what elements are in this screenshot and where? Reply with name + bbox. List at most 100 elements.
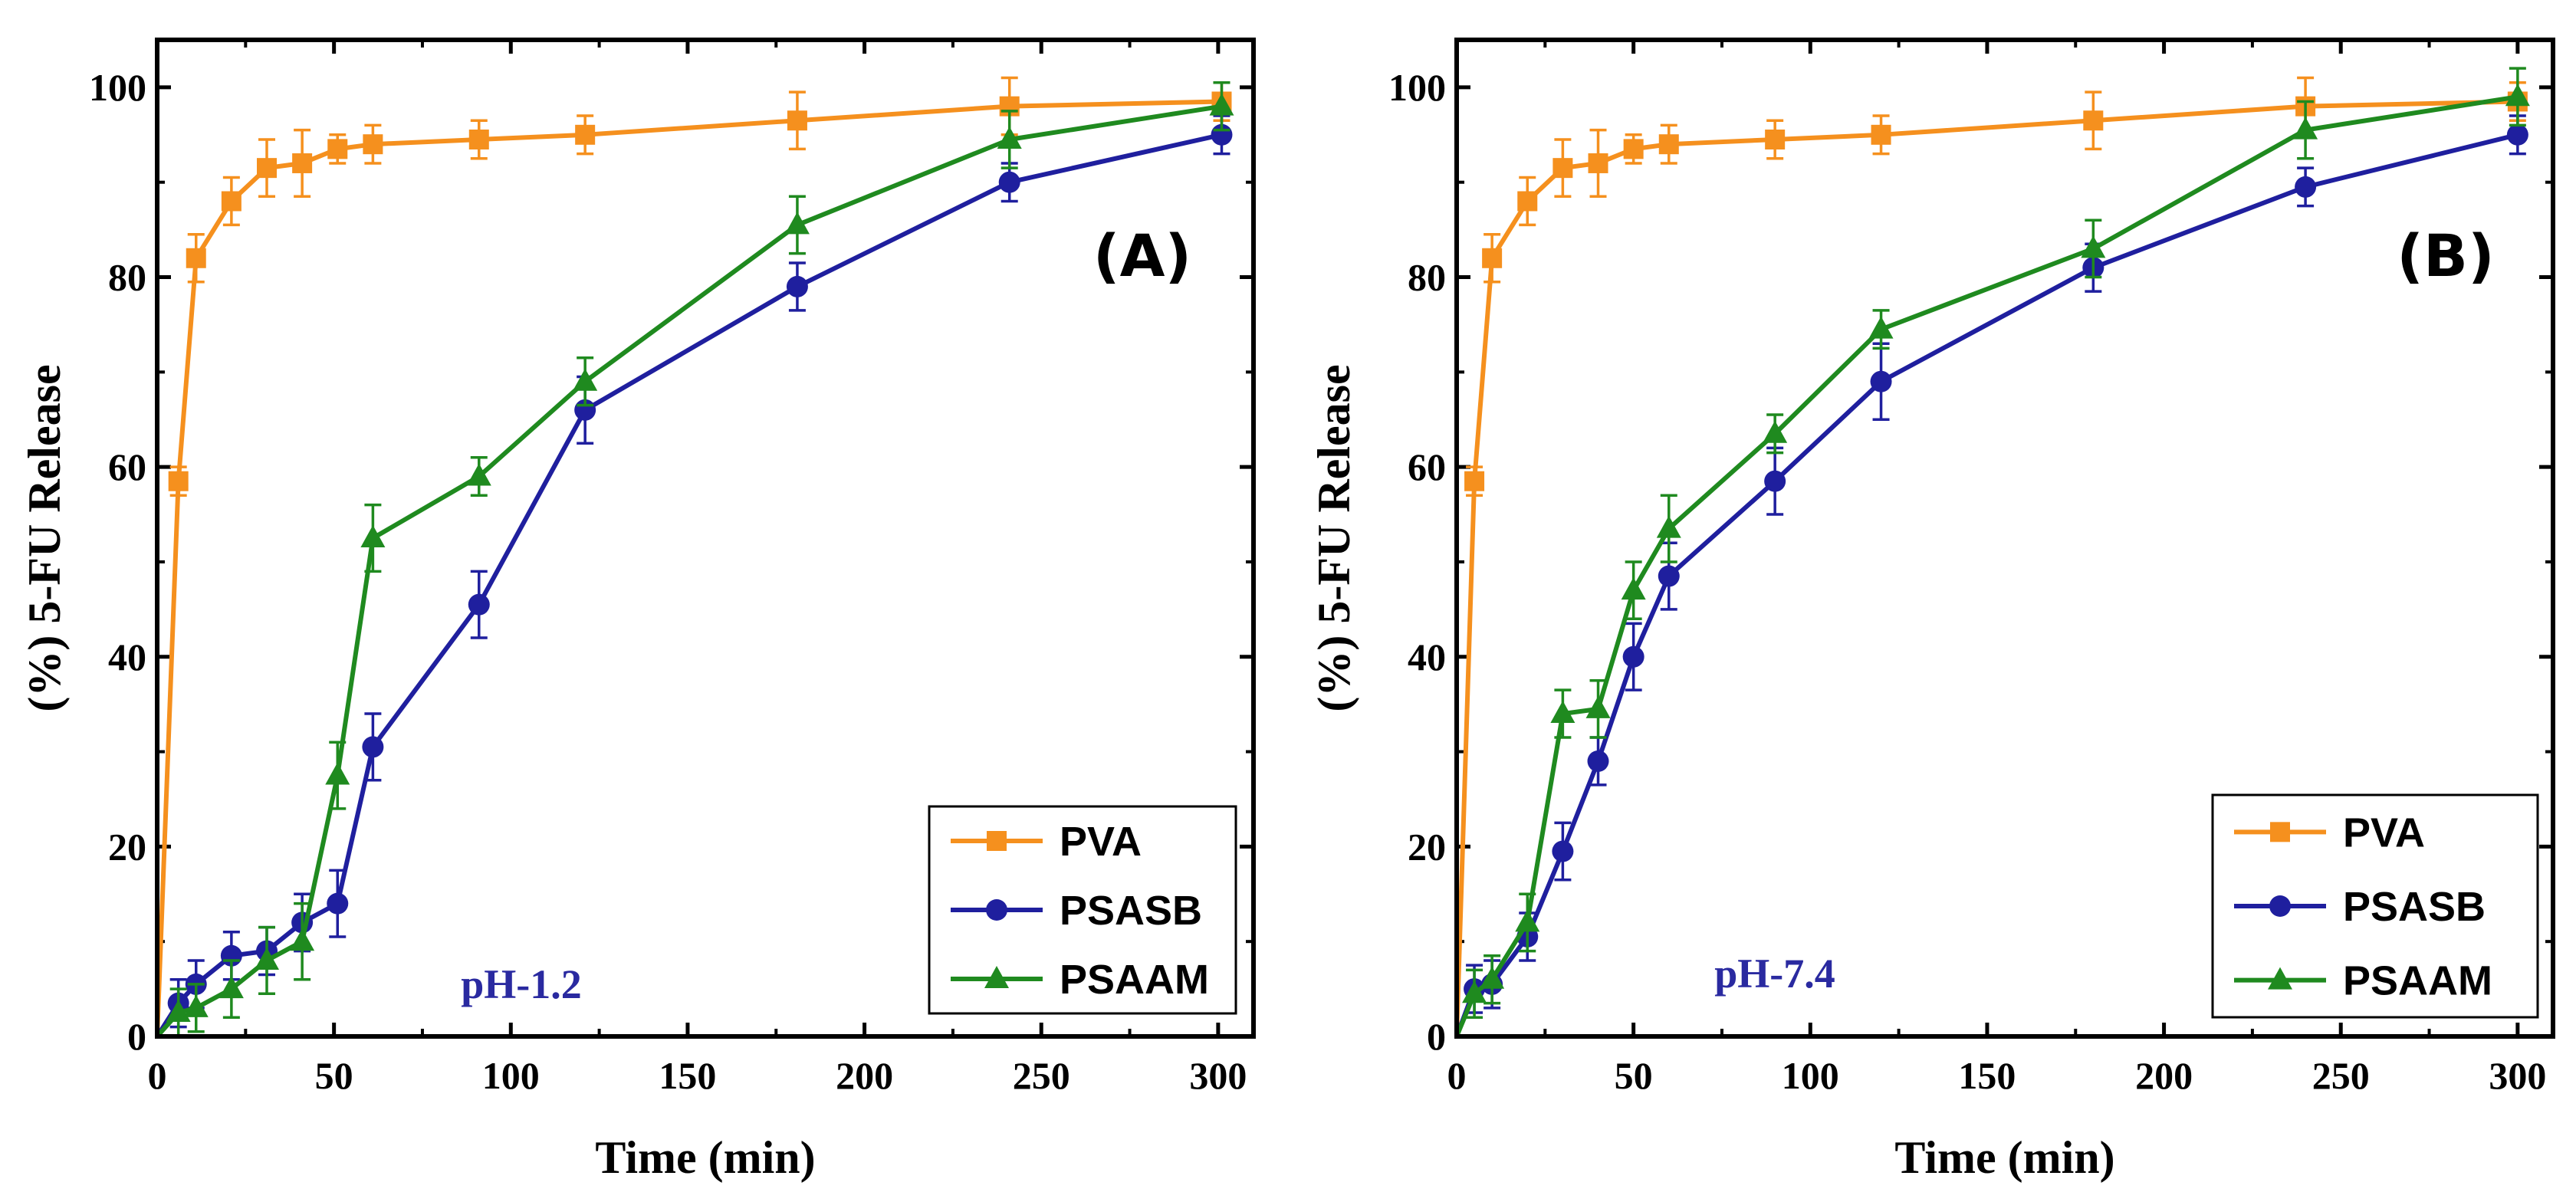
panel-label: (A) xyxy=(1093,222,1191,290)
data-point-pva xyxy=(1517,191,1538,212)
data-point-pva xyxy=(787,110,807,131)
legend-label-psasb: PSASB xyxy=(2343,884,2486,930)
data-point-pva xyxy=(257,158,277,179)
legend-label-psaam: PSAAM xyxy=(1060,957,1209,1003)
data-point-pva xyxy=(575,124,596,145)
data-point-pva xyxy=(168,471,189,491)
data-point-psaam xyxy=(255,947,279,970)
x-tick-label: 250 xyxy=(2312,1054,2370,1097)
data-point-pva xyxy=(2083,110,2104,131)
y-tick-label: 0 xyxy=(127,1015,146,1058)
x-tick-label: 0 xyxy=(148,1054,167,1097)
data-point-psaam xyxy=(1550,701,1576,724)
y-tick-label: 80 xyxy=(1408,256,1446,299)
data-point-psasb xyxy=(786,275,808,297)
y-tick-label: 100 xyxy=(89,66,146,109)
data-point-psaam xyxy=(1656,515,1681,538)
panel-a: 0 50 100 150 200 250 300 0 20 40 60 80 100 Time (min)… xyxy=(19,38,1256,1183)
plot-frame xyxy=(1454,38,2555,1039)
data-point-psasb xyxy=(362,736,384,758)
legend-marker-pva xyxy=(2270,822,2290,842)
legend-label-psaam: PSAAM xyxy=(2343,958,2492,1004)
data-point-psaam xyxy=(183,994,209,1017)
data-point-psasb xyxy=(2506,123,2528,146)
data-point-psaam xyxy=(2081,235,2106,258)
data-point-pva xyxy=(186,248,206,268)
data-point-psaam xyxy=(1209,93,1234,116)
data-point-psaam xyxy=(1480,966,1505,989)
data-point-psaam xyxy=(360,525,386,547)
legend: PVA PSASB PSAAM xyxy=(2211,793,2539,1019)
data-point-pva xyxy=(363,134,383,155)
data-point-psaam xyxy=(1868,316,1894,339)
y-tick-label: 20 xyxy=(1408,825,1446,868)
y-tick-label: 100 xyxy=(1388,66,1446,109)
data-point-pva xyxy=(1658,134,1679,155)
x-tick-label: 250 xyxy=(1013,1054,1070,1097)
legend-marker-pva xyxy=(987,831,1007,851)
data-point-pva xyxy=(327,139,348,159)
data-point-psaam xyxy=(1515,909,1540,932)
y-tick-label: 60 xyxy=(1408,445,1446,488)
series-psaam xyxy=(155,80,1234,1038)
y-tick-label: 20 xyxy=(108,825,146,868)
data-point-psaam xyxy=(1585,695,1611,718)
legend-marker-psaam xyxy=(984,966,1009,988)
data-point-psasb xyxy=(1870,370,1892,392)
y-tick-label: 80 xyxy=(108,256,146,299)
legend-marker-psasb xyxy=(986,899,1007,921)
data-point-psaam xyxy=(2293,117,2318,140)
y-axis-title: (%) 5-FU Release xyxy=(1309,364,1359,711)
data-point-pva xyxy=(1482,248,1503,268)
x-tick-label: 50 xyxy=(1615,1054,1653,1097)
y-tick-label: 40 xyxy=(1408,635,1446,678)
data-point-psaam xyxy=(784,212,810,235)
data-point-pva xyxy=(221,191,242,212)
data-point-pva xyxy=(1765,130,1786,149)
data-point-psaam xyxy=(466,463,491,486)
x-axis-title: Time (min) xyxy=(595,1132,815,1183)
y-tick-label: 0 xyxy=(1427,1015,1446,1058)
panel-label: (B) xyxy=(2397,222,2494,290)
x-tick-label: 300 xyxy=(2489,1054,2546,1097)
legend-marker-psaam xyxy=(2268,967,2292,990)
legend: PVA PSASB PSAAM xyxy=(928,805,1237,1015)
y-tick-label: 40 xyxy=(108,635,146,678)
x-tick-label: 50 xyxy=(315,1054,353,1097)
legend-label-pva: PVA xyxy=(1060,819,1142,865)
data-point-psasb xyxy=(1552,840,1574,862)
data-point-pva xyxy=(292,153,313,173)
data-point-psasb xyxy=(1622,645,1644,668)
x-tick-label: 200 xyxy=(836,1054,893,1097)
data-point-psaam xyxy=(997,126,1022,149)
data-point-pva xyxy=(1552,158,1573,179)
data-point-psaam xyxy=(325,762,350,785)
y-axis-title: (%) 5-FU Release xyxy=(19,364,70,711)
x-tick-label: 100 xyxy=(1782,1054,1839,1097)
data-point-pva xyxy=(468,130,489,149)
series-pva xyxy=(1454,76,2528,1037)
data-point-psasb xyxy=(1764,470,1786,492)
data-point-pva xyxy=(1623,139,1644,159)
x-tick-label: 150 xyxy=(1958,1054,2016,1097)
data-point-psaam xyxy=(573,368,598,391)
data-point-pva xyxy=(1871,124,1891,145)
x-tick-label: 300 xyxy=(1189,1054,1247,1097)
data-point-psaam xyxy=(1462,980,1487,1003)
x-tick-label: 0 xyxy=(1447,1054,1467,1097)
data-point-pva xyxy=(1588,153,1608,173)
ph-label: pH-7.4 xyxy=(1714,951,1835,997)
data-point-psasb xyxy=(468,593,490,616)
legend-label-psasb: PSASB xyxy=(1060,888,1202,934)
y-tick-label: 60 xyxy=(108,445,146,488)
x-tick-label: 200 xyxy=(2135,1054,2193,1097)
data-point-psasb xyxy=(1587,750,1609,772)
data-point-pva xyxy=(1464,471,1485,491)
ph-label: pH-1.2 xyxy=(461,961,582,1007)
data-point-psaam xyxy=(1621,577,1646,600)
legend-marker-psasb xyxy=(2269,895,2291,917)
data-point-psaam xyxy=(219,976,244,999)
x-tick-label: 100 xyxy=(482,1054,540,1097)
x-axis-title: Time (min) xyxy=(1894,1132,2114,1183)
